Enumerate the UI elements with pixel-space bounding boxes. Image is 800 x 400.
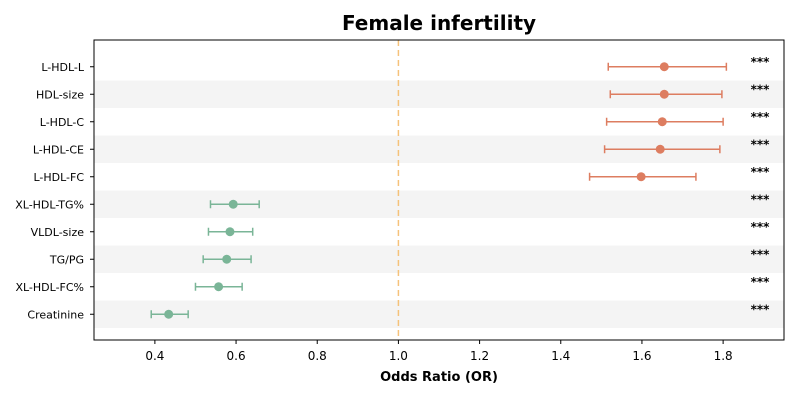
x-tick-label: 1.2	[470, 349, 489, 363]
x-tick-label: 0.4	[145, 349, 164, 363]
y-tick-label: L-HDL-L	[41, 61, 85, 74]
significance-label: ***	[751, 275, 771, 289]
row-bands	[94, 80, 784, 328]
x-tick-label: 1.0	[389, 349, 408, 363]
data-marks	[150, 62, 728, 319]
odds-ratio-point	[214, 282, 224, 292]
chart-title: Female infertility	[342, 11, 536, 35]
y-tick-label: VLDL-size	[31, 226, 85, 239]
odds-ratio-point	[659, 62, 669, 72]
y-tick-label: XL-HDL-FC%	[15, 281, 84, 294]
significance-label: ***	[751, 82, 771, 96]
x-axis-label: Odds Ratio (OR)	[380, 370, 498, 385]
significance-label: ***	[751, 55, 771, 69]
odds-ratio-point	[164, 309, 174, 319]
significance-label: ***	[751, 302, 771, 316]
x-tick-label: 0.6	[227, 349, 246, 363]
row-band	[94, 245, 784, 273]
significance-label: ***	[751, 137, 771, 151]
x-tick-label: 1.8	[714, 349, 733, 363]
x-tick-label: 1.6	[632, 349, 651, 363]
odds-ratio-point	[657, 117, 667, 127]
y-tick-label: L-HDL-FC	[33, 171, 84, 184]
odds-ratio-point	[655, 144, 665, 154]
significance-label: ***	[751, 165, 771, 179]
odds-ratio-point	[659, 89, 669, 99]
row-band	[94, 190, 784, 218]
significance-label: ***	[751, 220, 771, 234]
significance-label: ***	[751, 110, 771, 124]
odds-ratio-point	[222, 254, 232, 264]
odds-ratio-point	[225, 227, 235, 237]
odds-ratio-point	[636, 172, 646, 182]
y-tick-label: TG/PG	[49, 253, 84, 266]
plot-frame	[93, 39, 785, 341]
x-ticks: 0.4 0.6 0.8 1.0 1.2 1.4 1.6 1.8	[145, 340, 733, 363]
y-tick-label: L-HDL-CE	[33, 143, 84, 156]
y-tick-label: Creatinine	[27, 308, 84, 321]
row-band	[94, 300, 784, 328]
odds-ratio-point	[228, 199, 238, 209]
significance-label: ***	[751, 192, 771, 206]
x-tick-label: 1.4	[551, 349, 570, 363]
y-tick-label: XL-HDL-TG%	[15, 198, 84, 211]
y-tick-labels: L-HDL-L HDL-size L-HDL-C L-HDL-CE L-HDL-FC XL…	[15, 61, 94, 321]
significance-labels: *** *** *** *** *** *** *** *** *** ***	[751, 55, 771, 317]
significance-label: ***	[751, 247, 771, 261]
y-tick-label: L-HDL-C	[40, 116, 85, 129]
y-tick-label: HDL-size	[36, 88, 84, 101]
x-tick-label: 0.8	[308, 349, 327, 363]
